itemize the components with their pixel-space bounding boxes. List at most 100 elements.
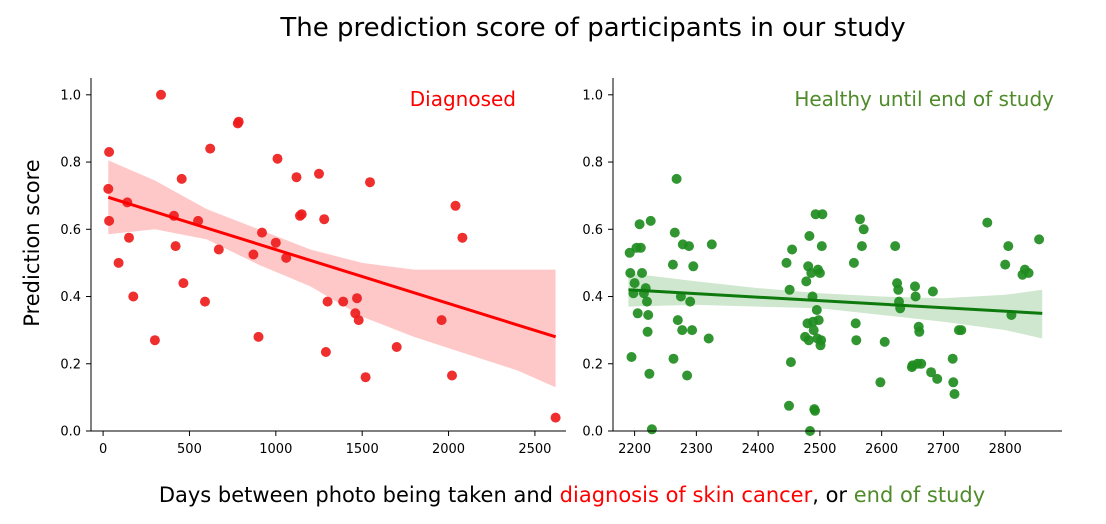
healthy-data-point	[626, 352, 637, 362]
healthy-y-tick-label: 0.0	[582, 425, 603, 440]
diagnosed-data-point	[170, 241, 181, 252]
diagnosed-data-point	[450, 200, 461, 211]
healthy-data-point	[875, 377, 886, 388]
healthy-data-point	[910, 291, 921, 302]
healthy-data-point	[632, 308, 643, 319]
healthy-data-point	[982, 217, 993, 228]
diagnosed-data-point	[391, 342, 402, 352]
healthy-y-tick-label: 0.8	[582, 156, 603, 171]
healthy-x-tick-label: 2500	[803, 442, 836, 457]
healthy-data-point	[910, 281, 920, 292]
diagnosed-data-point	[352, 293, 362, 304]
healthy-regression-line	[628, 288, 1043, 315]
healthy-data-point	[879, 336, 890, 347]
diagnosed-data-point	[550, 412, 561, 423]
diagnosed-data-point	[320, 347, 331, 357]
healthy-data-point	[890, 241, 901, 252]
diagnosed-y-tick-label: 0.6	[60, 223, 81, 238]
diagnosed-x-tick-label: 1500	[346, 442, 379, 457]
diagnosed-panel: 0.0 0.2 0.4 0.6 0.8 1.0 0 500 1000 1500 2000 2500 Di…	[60, 78, 566, 457]
healthy-data-point	[642, 326, 653, 337]
diagnosed-confidence-band	[108, 160, 556, 388]
healthy-x-tick-label: 2700	[927, 442, 960, 457]
diagnosed-data-point	[113, 257, 124, 268]
diagnosed-data-point	[360, 372, 371, 383]
healthy-data-point	[644, 368, 655, 379]
diagnosed-y-tick-label: 1.0	[60, 88, 81, 103]
diagnosed-x-tick-label: 0	[99, 442, 107, 457]
diagnosed-data-point	[104, 215, 115, 226]
healthy-data-point	[932, 373, 943, 384]
healthy-y-tick-label: 0.6	[582, 223, 603, 238]
healthy-confidence-band	[628, 273, 1043, 339]
healthy-data-point	[637, 268, 647, 278]
diagnosed-data-point	[104, 147, 115, 157]
healthy-data-point	[848, 257, 859, 268]
diagnosed-panel-label: Diagnosed	[410, 87, 516, 111]
healthy-data-point	[956, 325, 967, 336]
healthy-data-point	[927, 286, 938, 297]
x-axis-label-part-2: diagnosis of skin cancer	[560, 483, 813, 507]
healthy-data-point	[804, 231, 815, 241]
diagnosed-x-tick-label: 1000	[259, 442, 292, 457]
healthy-data-point	[850, 318, 861, 329]
healthy-data-point	[893, 284, 904, 295]
healthy-data-point	[916, 358, 927, 369]
healthy-data-point	[814, 268, 825, 278]
diagnosed-data-point	[338, 296, 349, 307]
healthy-data-point	[947, 353, 958, 364]
x-axis-label-part-4: end of study	[854, 483, 985, 507]
diagnosed-data-point	[178, 278, 189, 289]
diagnosed-data-point	[296, 209, 307, 220]
healthy-data-point	[646, 424, 657, 435]
diagnosed-data-point	[281, 252, 292, 263]
healthy-y-tick-label: 1.0	[582, 88, 603, 103]
diagnosed-data-point	[176, 173, 187, 184]
healthy-panel: 0.0 0.2 0.4 0.6 0.8 1.0 2200 2300 2400 2500 2600 27…	[582, 78, 1062, 457]
healthy-data-point	[703, 333, 714, 344]
healthy-data-point	[672, 315, 683, 326]
diagnosed-y-tick-label: 0.2	[60, 357, 81, 372]
healthy-data-point	[855, 214, 865, 225]
healthy-data-point	[669, 227, 680, 238]
x-axis-label: Days between photo being taken and diagn…	[159, 483, 985, 507]
diagnosed-data-point	[253, 331, 264, 342]
diagnosed-data-point	[213, 244, 224, 255]
healthy-data-point	[914, 326, 925, 337]
x-axis-label-part-1: Days between photo being taken and	[159, 483, 560, 507]
healthy-data-point	[858, 224, 869, 235]
x-axis-label-part-3: , or	[812, 483, 854, 507]
diagnosed-x-tick-label: 2500	[518, 442, 551, 457]
healthy-data-point	[688, 261, 699, 272]
diagnosed-data-point	[447, 370, 457, 381]
healthy-x-tick-label: 2800	[989, 442, 1022, 457]
diagnosed-data-point	[436, 315, 447, 326]
diagnosed-data-point	[128, 291, 139, 302]
diagnosed-data-point	[291, 172, 302, 183]
healthy-data-point	[684, 241, 694, 252]
healthy-data-point	[1034, 234, 1045, 245]
healthy-data-point	[643, 310, 654, 320]
diagnosed-data-point	[457, 232, 468, 243]
healthy-data-point	[949, 389, 960, 399]
healthy-data-point	[813, 315, 824, 326]
y-axis-label: Prediction score	[20, 159, 44, 326]
healthy-data-point	[784, 400, 794, 411]
healthy-y-tick-label: 0.2	[582, 357, 603, 372]
healthy-data-point	[682, 370, 693, 381]
healthy-data-point	[642, 296, 652, 307]
healthy-data-point	[629, 278, 640, 289]
diagnosed-data-point	[200, 296, 210, 307]
diagnosed-data-point	[314, 168, 324, 179]
healthy-data-point	[948, 377, 959, 388]
diagnosed-data-point	[233, 116, 244, 127]
healthy-data-point	[856, 241, 867, 252]
healthy-x-tick-label: 2400	[742, 442, 775, 457]
healthy-x-tick-label: 2200	[618, 442, 651, 457]
diagnosed-regression-line	[107, 195, 557, 339]
healthy-panel-label: Healthy until end of study	[794, 87, 1054, 111]
healthy-data-point	[634, 219, 645, 230]
diagnosed-data-point	[248, 249, 259, 260]
healthy-data-point	[851, 335, 862, 346]
healthy-data-point	[1003, 241, 1014, 252]
